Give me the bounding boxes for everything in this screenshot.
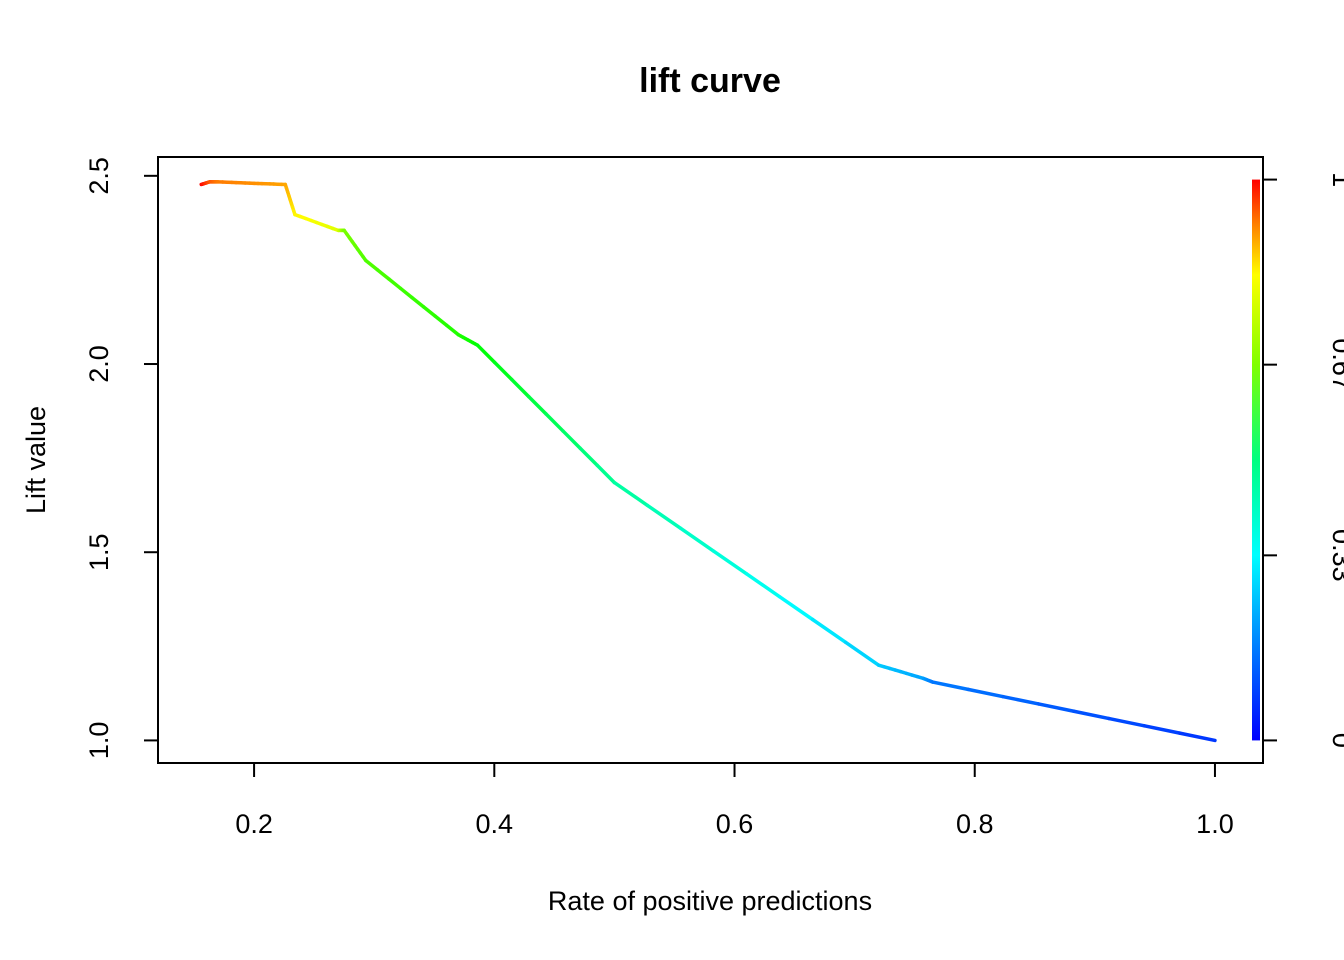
y-tick-label: 2.0 — [84, 345, 114, 383]
lift-line-segment — [492, 360, 514, 382]
x-tick-label: 0.4 — [476, 809, 514, 839]
lift-line-segment — [1001, 694, 1041, 706]
colorbar-gradient — [1252, 179, 1260, 741]
lift-line-segment — [777, 594, 815, 622]
y-tick-label: 2.5 — [84, 157, 114, 195]
lift-line-segment — [1107, 716, 1147, 728]
lift-line-segment — [1072, 709, 1111, 721]
lift-line-segment — [595, 463, 617, 485]
colorbar-tick-label: 1 — [1327, 172, 1344, 187]
lift-line-segment — [1177, 731, 1217, 743]
lift-line-segment — [387, 277, 403, 291]
lift-line-segment — [544, 412, 565, 433]
y-tick-label: 1.5 — [84, 533, 114, 571]
x-tick-label: 0.2 — [235, 809, 273, 839]
lift-line-segment — [475, 343, 497, 365]
lift-line-segment — [810, 617, 848, 645]
lift-line-segment — [421, 305, 437, 318]
lift-line-segment — [1036, 702, 1076, 713]
x-tick-label: 1.0 — [1196, 809, 1234, 839]
x-axis-title: Rate of positive predictions — [548, 886, 872, 916]
colorbar-tick-label: 0.67 — [1327, 338, 1344, 391]
lift-line-segment — [966, 687, 1006, 699]
y-axis: 1.0 1.5 2.0 2.5 — [84, 157, 158, 759]
lift-line-segment — [645, 503, 683, 530]
lift-line-segment — [433, 314, 449, 328]
x-tick-label: 0.6 — [716, 809, 754, 839]
colorbar-tick-label: 0 — [1327, 733, 1344, 748]
plot-frame — [157, 156, 1264, 764]
lift-line-segment — [1142, 724, 1182, 735]
colorbar-tick-label: 0.33 — [1327, 529, 1344, 582]
chart-title: lift curve — [639, 62, 781, 100]
lift-line-segment — [527, 394, 548, 416]
lift-line-segment — [711, 549, 749, 576]
lift-line-segment — [843, 640, 881, 667]
lift-line-segment — [930, 680, 970, 692]
lift-line-segment — [509, 377, 531, 399]
x-tick-label: 0.8 — [956, 809, 994, 839]
lift-line-segment — [578, 446, 600, 468]
colorbar-legend: 0 0.33 0.67 1 — [1252, 172, 1344, 748]
lift-line-segment — [364, 258, 380, 272]
lift-line-segment — [561, 429, 582, 450]
lift-series — [199, 180, 1217, 743]
y-tick-label: 1.0 — [84, 722, 114, 760]
lift-line-segment — [678, 526, 716, 553]
lift-line-segment — [444, 323, 461, 337]
x-axis: 0.2 0.4 0.6 0.8 1.0 — [235, 763, 1234, 839]
lift-line-segment — [375, 268, 391, 281]
lift-line-segment — [410, 295, 426, 309]
lift-line-segment — [398, 286, 414, 300]
lift-line-segment — [744, 572, 782, 599]
lift-line-segment — [612, 480, 650, 508]
y-axis-title: Lift value — [21, 406, 51, 514]
